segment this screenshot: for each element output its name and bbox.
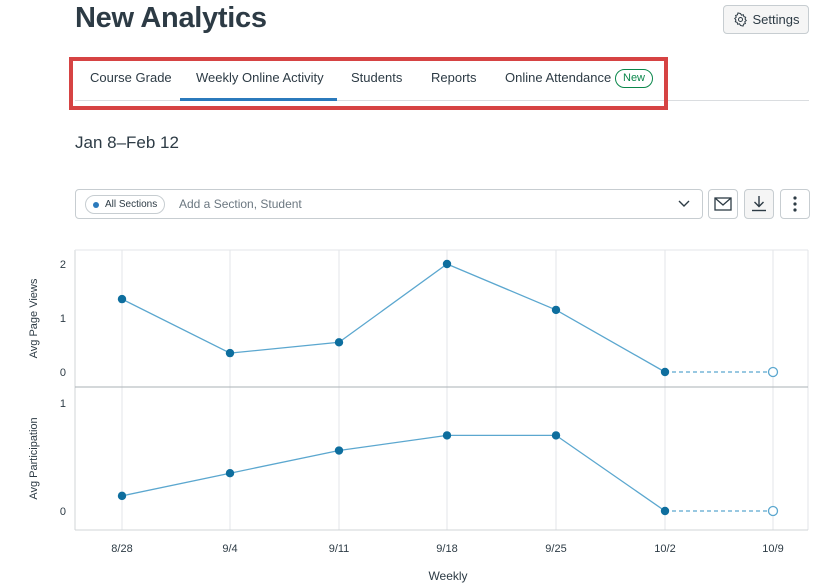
pill-label: All Sections [105,199,158,210]
date-range: Jan 8–Feb 12 [75,133,179,152]
all-sections-pill[interactable]: All Sections [85,195,166,214]
active-tab-indicator [180,98,337,101]
series-line [121,263,666,373]
section-student-filter[interactable]: All Sections Add a Section, Student [75,189,703,219]
data-point-9/11 [334,446,344,455]
x-tick-label: 10/2 [654,543,675,555]
message-button[interactable] [708,189,738,219]
data-point-8/28 [117,294,127,304]
data-point-9/25 [551,431,561,440]
tab-weekly-online-activity[interactable]: Weekly Online Activity [196,70,324,85]
gear-icon [733,12,747,27]
x-tick-label: 9/18 [436,543,457,555]
data-point-10/2 [660,367,670,377]
tab-reports[interactable]: Reports [431,70,477,85]
tabs-divider [75,100,809,101]
tab-online-attendance[interactable]: Online Attendance [505,70,612,85]
tab-students[interactable]: Students [351,70,403,85]
new-badge: New [615,69,654,88]
tabs-highlight-box [69,57,668,110]
download-button[interactable] [744,189,774,219]
data-point-10/9 [767,366,779,378]
y-tick-label: 1 [60,398,66,410]
y-tick-label: 1 [60,313,66,325]
series-line [121,434,666,512]
download-icon [752,196,766,212]
x-tick-label: 9/25 [545,543,566,555]
x-tick-label: 10/9 [762,543,783,555]
x-tick-label: 9/4 [222,543,237,555]
x-tick-label: 9/11 [329,543,350,555]
y-axis-label: Avg Page Views [28,278,40,358]
dot-icon [93,201,99,208]
data-point-9/25 [551,305,561,315]
more-vertical-icon [793,196,797,212]
y-tick-label: 0 [60,367,66,379]
data-point-10/2 [660,506,670,516]
data-point-9/18 [442,259,452,269]
data-point-10/9 [767,505,779,517]
data-point-9/4 [225,469,235,478]
y-tick-label: 2 [60,259,66,271]
settings-button[interactable]: Settings [723,5,809,34]
y-tick-label: 0 [60,506,66,518]
data-point-9/18 [442,431,452,440]
page-title: New Analytics [75,2,267,34]
x-axis-label: Weekly [428,569,467,583]
data-point-9/11 [334,338,344,347]
weekly-activity-chart: 0 1 2 Avg Page Views 0 1 Avg Participation 8/28… [28,249,809,583]
more-options-button[interactable] [780,189,810,219]
mail-icon [714,197,732,211]
x-tick-label: 8/28 [111,543,132,555]
chevron-down-icon[interactable] [677,198,691,210]
data-point-9/4 [225,348,235,358]
data-point-8/28 [117,491,127,501]
settings-label: Settings [752,12,800,27]
tab-course-grade[interactable]: Course Grade [90,70,172,85]
y-axis-label: Avg Participation [28,417,40,499]
filter-placeholder: Add a Section, Student [179,197,302,211]
